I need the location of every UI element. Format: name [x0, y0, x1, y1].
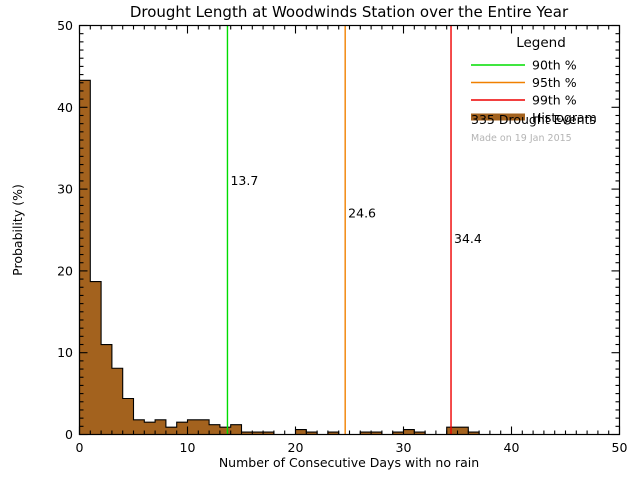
y-tick-label: 50 [57, 18, 73, 33]
percentile-annotations: 13.7 24.6 34.4 [230, 173, 481, 246]
legend-entry-label: Histogram [532, 110, 597, 125]
y-tick-label: 20 [57, 263, 73, 278]
x-tick-label: 10 [180, 440, 196, 455]
x-axis-label: Number of Consecutive Days with no rain [219, 455, 479, 470]
legend-entry-label: 99th % [532, 93, 577, 108]
legend-swatch-histogram [471, 113, 525, 121]
percentile-value-label: 34.4 [454, 231, 482, 246]
legend: Legend 90th % 95th % 99th % Histogram 335 D… [471, 35, 597, 144]
legend-made-on: Made on 19 Jan 2015 [471, 133, 572, 144]
percentile-lines [226, 25, 452, 435]
axis-ticks [78, 24, 621, 436]
x-tick-label: 0 [76, 440, 84, 455]
y-tick-labels: 0 10 20 30 40 50 [57, 18, 73, 442]
x-tick-label: 20 [288, 440, 304, 455]
y-tick-label: 10 [57, 345, 73, 360]
legend-entry-label: 95th % [532, 75, 577, 90]
legend-title: Legend [516, 35, 566, 51]
y-tick-label: 40 [57, 100, 73, 115]
x-tick-label: 30 [396, 440, 412, 455]
x-tick-label: 40 [504, 440, 520, 455]
x-tick-label: 50 [612, 440, 628, 455]
percentile-value-label: 24.6 [348, 206, 376, 221]
legend-entry-label: 90th % [532, 58, 577, 73]
y-axis-label: Probability (%) [10, 184, 25, 276]
legend-event-count: 335 Drought Events [471, 112, 596, 127]
legend-entries: 90th % 95th % 99th % Histogram [471, 58, 597, 125]
y-tick-label: 30 [57, 182, 73, 197]
percentile-value-label: 13.7 [230, 173, 258, 188]
y-tick-label: 0 [65, 427, 73, 442]
x-tick-labels: 0 10 20 30 40 50 [76, 440, 628, 455]
chart-title: Drought Length at Woodwinds Station over… [130, 3, 569, 21]
